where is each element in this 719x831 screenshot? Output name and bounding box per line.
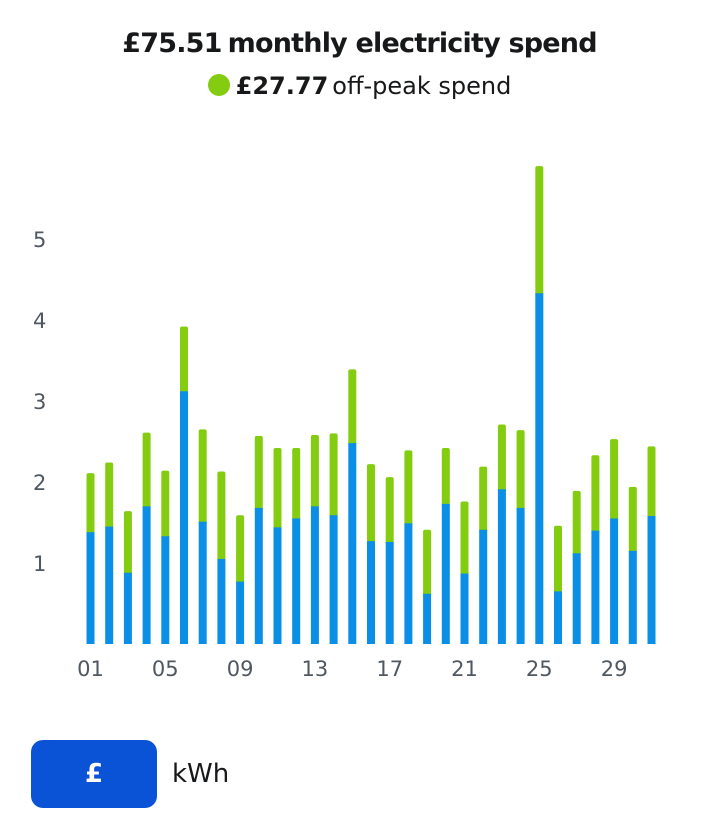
offpeak-bar-14 <box>329 433 338 519</box>
offpeak-bar-22 <box>479 466 488 533</box>
peak-bar-02 <box>105 526 114 644</box>
peak-bar-06 <box>180 391 188 644</box>
offpeak-bar-21 <box>460 501 469 577</box>
offpeak-bar-18 <box>404 450 413 527</box>
spend-bar-chart: 1 2 3 4 5 01 05 09 13 17 21 25 29 <box>33 166 656 681</box>
peak-bar-21 <box>460 573 469 644</box>
offpeak-bar-05 <box>161 470 170 540</box>
peak-bar-15 <box>348 443 357 644</box>
offpeak-bar-16 <box>367 464 375 545</box>
offpeak-bar-04 <box>142 432 151 510</box>
chart-title: £75.51 monthly electricity spend <box>0 28 719 59</box>
peak-bar-16 <box>367 541 375 644</box>
y-tick-label: 5 <box>33 228 46 252</box>
peak-bar-07 <box>198 521 207 644</box>
offpeak-bar-07 <box>198 429 207 525</box>
peak-bar-26 <box>554 591 562 644</box>
peak-bar-09 <box>236 581 245 644</box>
peak-bar-20 <box>441 503 450 644</box>
offpeak-bar-20 <box>441 447 450 507</box>
peak-bar-04 <box>142 506 151 644</box>
offpeak-bar-02 <box>105 462 114 530</box>
y-tick-label: 4 <box>33 309 46 333</box>
y-tick-label: 1 <box>33 552 46 576</box>
y-tick-label: 3 <box>33 390 46 414</box>
peak-bar-03 <box>123 572 132 644</box>
x-tick-label: 09 <box>227 657 254 681</box>
peak-bar-28 <box>591 530 600 644</box>
peak-bar-19 <box>423 593 432 644</box>
peak-bar-24 <box>516 507 525 644</box>
peak-bar-22 <box>479 529 488 644</box>
offpeak-bar-15 <box>348 369 357 447</box>
peak-bar-30 <box>628 550 637 644</box>
peak-bar-23 <box>497 489 506 644</box>
offpeak-bar-06 <box>180 326 188 395</box>
offpeak-bar-29 <box>610 439 619 522</box>
peak-bar-25 <box>535 293 544 644</box>
offpeak-bar-23 <box>497 424 506 493</box>
offpeak-bar-19 <box>423 529 432 597</box>
x-tick-label: 21 <box>451 657 478 681</box>
peak-bar-14 <box>329 515 338 644</box>
offpeak-spend-label: off-peak spend <box>332 72 512 100</box>
x-tick-label: 17 <box>376 657 403 681</box>
legend: £27.77 off-peak spend <box>0 72 719 100</box>
kwh-toggle-label: kWh <box>172 759 230 789</box>
peak-bar-08 <box>217 558 226 644</box>
x-tick-label: 05 <box>152 657 179 681</box>
offpeak-legend-dot <box>207 74 230 96</box>
offpeak-spend-amount: £27.77 <box>235 72 329 100</box>
offpeak-bar-24 <box>516 430 525 511</box>
kwh-toggle-button[interactable]: kWh <box>172 740 229 808</box>
offpeak-bar-31 <box>647 446 656 520</box>
offpeak-bar-13 <box>310 435 319 510</box>
peak-bar-27 <box>572 553 581 644</box>
peak-bar-17 <box>385 541 394 644</box>
total-spend-label: monthly electricity spend <box>227 28 598 59</box>
x-tick-label: 13 <box>302 657 329 681</box>
offpeak-bar-03 <box>123 511 132 576</box>
peak-bar-13 <box>310 506 319 644</box>
y-tick-label: 2 <box>33 471 46 495</box>
peak-bar-29 <box>610 518 619 644</box>
offpeak-bar-12 <box>292 447 301 522</box>
peak-bar-05 <box>161 536 170 644</box>
offpeak-bar-11 <box>273 447 282 531</box>
offpeak-bar-25 <box>535 166 544 297</box>
offpeak-bar-26 <box>554 525 562 595</box>
offpeak-bar-09 <box>236 515 245 585</box>
offpeak-bar-17 <box>385 477 394 545</box>
offpeak-bar-01 <box>86 473 95 536</box>
peak-bar-11 <box>273 527 282 644</box>
peak-bar-18 <box>404 523 413 644</box>
peak-bar-12 <box>292 518 301 644</box>
peak-bar-01 <box>86 532 95 644</box>
pounds-toggle-button[interactable]: £ <box>31 740 157 808</box>
offpeak-bar-08 <box>217 471 226 562</box>
x-tick-label: 25 <box>526 657 553 681</box>
offpeak-bar-30 <box>628 486 637 554</box>
peak-bar-10 <box>254 507 263 644</box>
x-tick-label: 01 <box>77 657 104 681</box>
pounds-toggle-label: £ <box>84 759 104 789</box>
offpeak-bar-28 <box>591 455 600 534</box>
peak-bar-31 <box>647 516 656 644</box>
offpeak-bar-10 <box>254 435 263 511</box>
total-spend-amount: £75.51 <box>122 28 222 59</box>
x-tick-label: 29 <box>601 657 628 681</box>
offpeak-bar-27 <box>572 490 581 557</box>
